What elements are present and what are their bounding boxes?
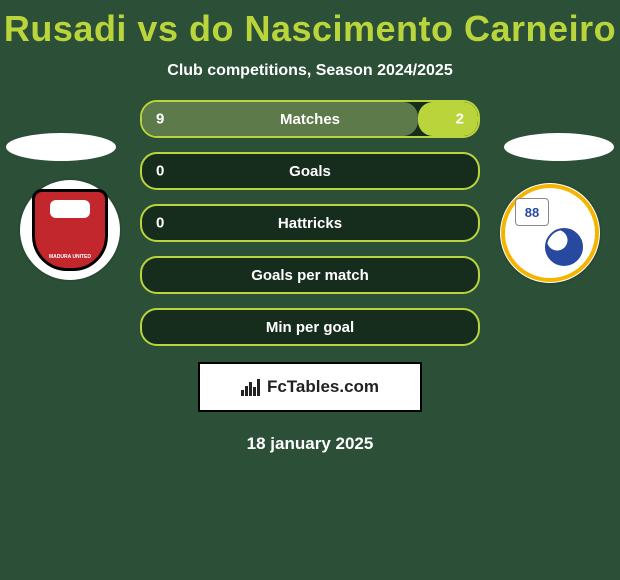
crest-right-number: 88 — [515, 198, 549, 226]
stat-label: Hattricks — [278, 215, 342, 232]
stat-row: 0 Goals — [140, 152, 480, 190]
date-line: 18 january 2025 — [0, 434, 620, 454]
crest-left: MADURA UNITED — [32, 189, 108, 271]
player-ellipse-left — [6, 133, 116, 161]
subtitle: Club competitions, Season 2024/2025 — [0, 62, 620, 80]
stat-row: 9 2 Matches — [140, 100, 480, 138]
stat-left-value: 9 — [156, 111, 164, 128]
stat-label: Matches — [280, 111, 340, 128]
stat-label: Goals — [289, 163, 331, 180]
stat-label: Min per goal — [266, 319, 354, 336]
stats-column: 9 2 Matches 0 Goals 0 Hattricks Goals per match… — [140, 100, 480, 346]
crest-left-text: MADURA UNITED — [49, 254, 91, 260]
stat-left-value: 0 — [156, 215, 164, 232]
branding-text: FcTables.com — [267, 377, 379, 397]
bar-fill-right — [418, 102, 478, 136]
branding-box: FcTables.com — [198, 362, 422, 412]
stat-label: Goals per match — [251, 267, 369, 284]
player-ellipse-right — [504, 133, 614, 161]
stat-row: Goals per match — [140, 256, 480, 294]
soccer-ball-icon — [545, 228, 583, 266]
bars-icon — [241, 378, 263, 396]
club-badge-left: MADURA UNITED — [20, 180, 120, 280]
crest-right: 88 — [501, 184, 599, 282]
stat-row: 0 Hattricks — [140, 204, 480, 242]
stat-row: Min per goal — [140, 308, 480, 346]
club-badge-right: 88 — [500, 183, 600, 283]
page-title: Rusadi vs do Nascimento Carneiro — [0, 8, 620, 50]
stat-right-value: 2 — [456, 111, 464, 128]
stat-left-value: 0 — [156, 163, 164, 180]
